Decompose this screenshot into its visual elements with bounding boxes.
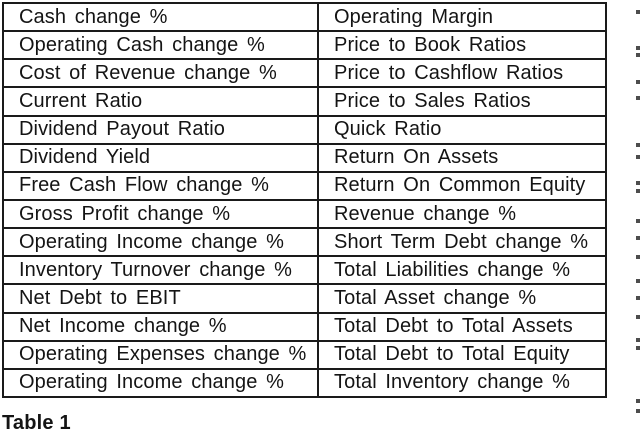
clipped-text-fragment (636, 236, 640, 240)
clipped-text-fragment (636, 46, 640, 50)
table-cell: Cash change % (4, 4, 317, 31)
table-cell: Free Cash Flow change % (4, 172, 317, 199)
table-cell: Operating Income change % (4, 369, 317, 396)
table-cell: Net Income change % (4, 313, 317, 340)
clipped-text-fragment (636, 53, 640, 57)
clipped-text-fragment (636, 255, 640, 259)
table-cell: Gross Profit change % (4, 200, 317, 228)
table-caption: Table 1 (2, 412, 71, 430)
table-cell: Total Liabilities change % (319, 257, 605, 284)
clipped-text-fragment (636, 346, 640, 350)
table-cell: Quick Ratio (319, 116, 605, 143)
table-cell: Return On Common Equity (319, 172, 605, 199)
table-cell: Total Inventory change % (319, 369, 605, 396)
table-cell: Inventory Turnover change % (4, 257, 317, 284)
table-cell: Operating Margin (319, 4, 605, 31)
table-cell: Return On Assets (319, 144, 605, 171)
table-cell: Net Debt to EBIT (4, 285, 317, 312)
clipped-text-fragment (636, 338, 640, 342)
financial-metrics-table: Cash change % Operating Margin Operating… (2, 2, 607, 398)
table-cell: Total Debt to Total Equity (319, 341, 605, 368)
table-cell: Price to Cashflow Ratios (319, 60, 605, 87)
table-cell: Dividend Payout Ratio (4, 116, 317, 143)
clipped-text-fragment (636, 409, 640, 413)
clipped-text-fragment (636, 143, 640, 147)
clipped-text-fragment (636, 96, 640, 100)
clipped-text-fragment (636, 181, 640, 185)
table-cell: Price to Sales Ratios (319, 88, 605, 115)
table-cell: Total Asset change % (319, 285, 605, 312)
clipped-text-fragment (636, 296, 640, 300)
table-cell: Current Ratio (4, 88, 317, 115)
table-cell: Operating Expenses change % (4, 341, 317, 368)
clipped-text-fragment (636, 219, 640, 223)
table-cell: Dividend Yield (4, 144, 317, 171)
table-cell: Cost of Revenue change % (4, 60, 317, 87)
table-cell: Short Term Debt change % (319, 229, 605, 256)
clipped-adjacent-column-text (632, 0, 640, 430)
table-cell: Revenue change % (319, 200, 605, 228)
table-cell: Price to Book Ratios (319, 32, 605, 59)
table-cell: Operating Cash change % (4, 32, 317, 59)
table-cell: Operating Income change % (4, 229, 317, 256)
clipped-text-fragment (636, 10, 640, 14)
clipped-text-fragment (636, 189, 640, 193)
clipped-text-fragment (636, 399, 640, 403)
clipped-text-fragment (636, 315, 640, 319)
clipped-text-fragment (636, 155, 640, 159)
clipped-text-fragment (636, 80, 640, 84)
table-cell: Total Debt to Total Assets (319, 313, 605, 340)
clipped-text-fragment (636, 279, 640, 283)
